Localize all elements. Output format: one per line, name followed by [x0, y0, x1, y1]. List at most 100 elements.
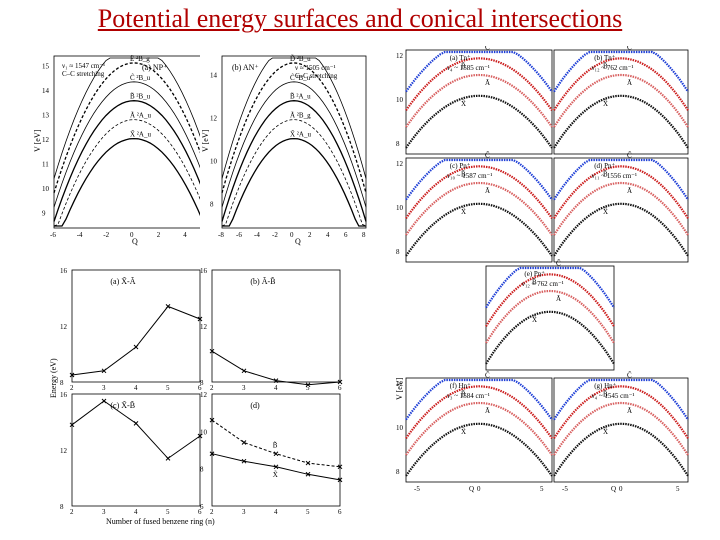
gap-xtick: 2: [70, 384, 74, 392]
gap-xtick: 6: [198, 508, 202, 516]
pes-grid-freq: ν₄ ~ 1545 cm⁻¹: [592, 392, 635, 400]
pes-grid-curve: [553, 422, 689, 477]
gap-xtick: 5: [166, 384, 170, 392]
rings-xlabel: Number of fused benzene ring (n): [106, 517, 215, 526]
gap-ytick: 16: [200, 267, 208, 275]
pes-ytick: 8: [210, 201, 214, 209]
pes-ytick: 14: [42, 87, 50, 95]
pes-xtick: -8: [218, 231, 224, 239]
pes-grid-frame: [553, 157, 689, 263]
pes-grid-state: C̃: [485, 371, 490, 379]
pes-an-legend1: ν ≈ 1505 cm⁻¹: [295, 64, 336, 72]
gap-xtick: 4: [134, 384, 138, 392]
pes-grid-tag: (a) Tn⁺: [450, 54, 471, 62]
gap-ytick: 16: [60, 267, 68, 275]
pes-grid-xtick: -5: [414, 485, 420, 493]
gap-chart-tag: (c) X̃-B̃: [110, 400, 135, 410]
pes-grid-curve: [405, 165, 553, 219]
pes-grid-state: B̃: [461, 390, 466, 398]
gap-ytick: 8: [60, 379, 64, 387]
pes-grid-state: X̃: [603, 427, 608, 435]
pes-grid-frame: [405, 377, 553, 483]
gap-ytick: 6: [200, 503, 204, 511]
gap-point: [101, 368, 107, 374]
pes-grid-state: Ã: [627, 407, 632, 415]
pes-curve: [221, 57, 367, 179]
pes-grid-state: C̃: [627, 151, 632, 159]
gap-point: [69, 422, 75, 428]
pes-grid-state: B̃: [603, 390, 608, 398]
pes-grid-curve: [405, 73, 553, 128]
gap-ytick: 12: [200, 391, 208, 399]
gap-xtick: 4: [274, 508, 278, 516]
gap-point: [337, 477, 343, 483]
pes-grid-curve: [485, 266, 615, 309]
pes-xtick: -4: [77, 231, 83, 239]
pes-state-label: B̃ ²A_u: [290, 92, 311, 100]
pes-grid-curve: [553, 202, 689, 257]
pes-state-label: Ã ²B_g: [290, 112, 311, 120]
pes-grid-curve: [405, 158, 553, 201]
pes-xtick: 0: [130, 231, 134, 239]
gap-point: [209, 348, 215, 354]
pes-grid-frame: [405, 157, 553, 263]
pes-state-label: X̃ ²A_u: [130, 130, 151, 138]
pes-grid-curve: [485, 310, 615, 365]
gap-ytick: 16: [60, 391, 68, 399]
gap-point: [209, 417, 215, 423]
pes-grid-curve: [485, 273, 615, 327]
pes-grid-state: B̃: [461, 62, 466, 70]
pes-xtick: 4: [326, 231, 330, 239]
pes-xtick: -4: [254, 231, 260, 239]
pes-np-ylabel: V [eV]: [33, 129, 42, 152]
pes-grid-curve: [405, 385, 553, 439]
gap-xtick: 3: [242, 508, 246, 516]
pes-curve: [221, 81, 367, 208]
pes-xtick: -6: [236, 231, 242, 239]
gap-point: [305, 460, 311, 466]
gap-point: [209, 451, 215, 457]
pes-an-ylabel: V [eV]: [201, 129, 210, 152]
gap-point: [337, 379, 343, 385]
pes-grid-ytick: 10: [396, 424, 404, 432]
pes-grid-curve: [405, 50, 553, 93]
gap-point: [241, 458, 247, 464]
pes-grid-xtick: 5: [676, 485, 680, 493]
gap-series-name: X̃: [273, 470, 278, 478]
pes-np-legend1: ν₁ ≈ 1547 cm⁻¹: [62, 62, 105, 70]
gap-ytick: 12: [200, 323, 208, 331]
pes-grid-curve: [553, 181, 689, 236]
pes-grid-state: B̃: [461, 170, 466, 178]
pes-an-xlabel: Q: [295, 237, 301, 246]
pes-state-label: C̃ ²B_u: [290, 73, 311, 81]
pes-grid-state: B̃: [532, 278, 537, 286]
pes-ytick: 12: [42, 136, 50, 144]
gap-xtick: 3: [242, 384, 246, 392]
pes-grid-tag: (f) Hn⁺: [450, 382, 471, 390]
pes-grid-state: B̃: [603, 170, 608, 178]
pes-ytick: 10: [210, 158, 218, 166]
pes-curve: [222, 137, 366, 227]
pes-grid-state: X̃: [603, 99, 608, 107]
pes-grid-frame: [485, 265, 615, 371]
gap-ytick: 10: [200, 428, 208, 436]
pes-state-label: X̃ ²A_u: [290, 130, 311, 138]
pes-grid-curve: [405, 94, 553, 149]
pes-grid-frame: [553, 49, 689, 155]
pes-np-curves: X̃ ²A_uÃ ²A_uB̃ ²B_uC̃ ²B_uẼ ²B_gD̃ ²A_u: [53, 55, 215, 227]
pes-grid-state: Ã: [627, 79, 632, 87]
gap-chart-tag: (b) Ã-B̃: [250, 276, 275, 286]
pes-curve: [54, 137, 214, 227]
gap-point: [165, 304, 171, 309]
pes-grid-curve: [553, 165, 689, 219]
gap-point: [165, 456, 171, 461]
gap-point: [337, 464, 343, 470]
pes-grid-curve: [405, 202, 553, 257]
pes-grid-freq: ν₄ ~ 1585 cm⁻¹: [447, 64, 490, 72]
pes-grid-curve: [405, 401, 553, 456]
gap-point: [305, 382, 311, 388]
gap-point: [197, 316, 203, 322]
pes-grid-state: Ã: [485, 79, 490, 87]
pes-grid-ytick: 8: [396, 468, 400, 476]
gap-ytick: 12: [60, 447, 68, 455]
